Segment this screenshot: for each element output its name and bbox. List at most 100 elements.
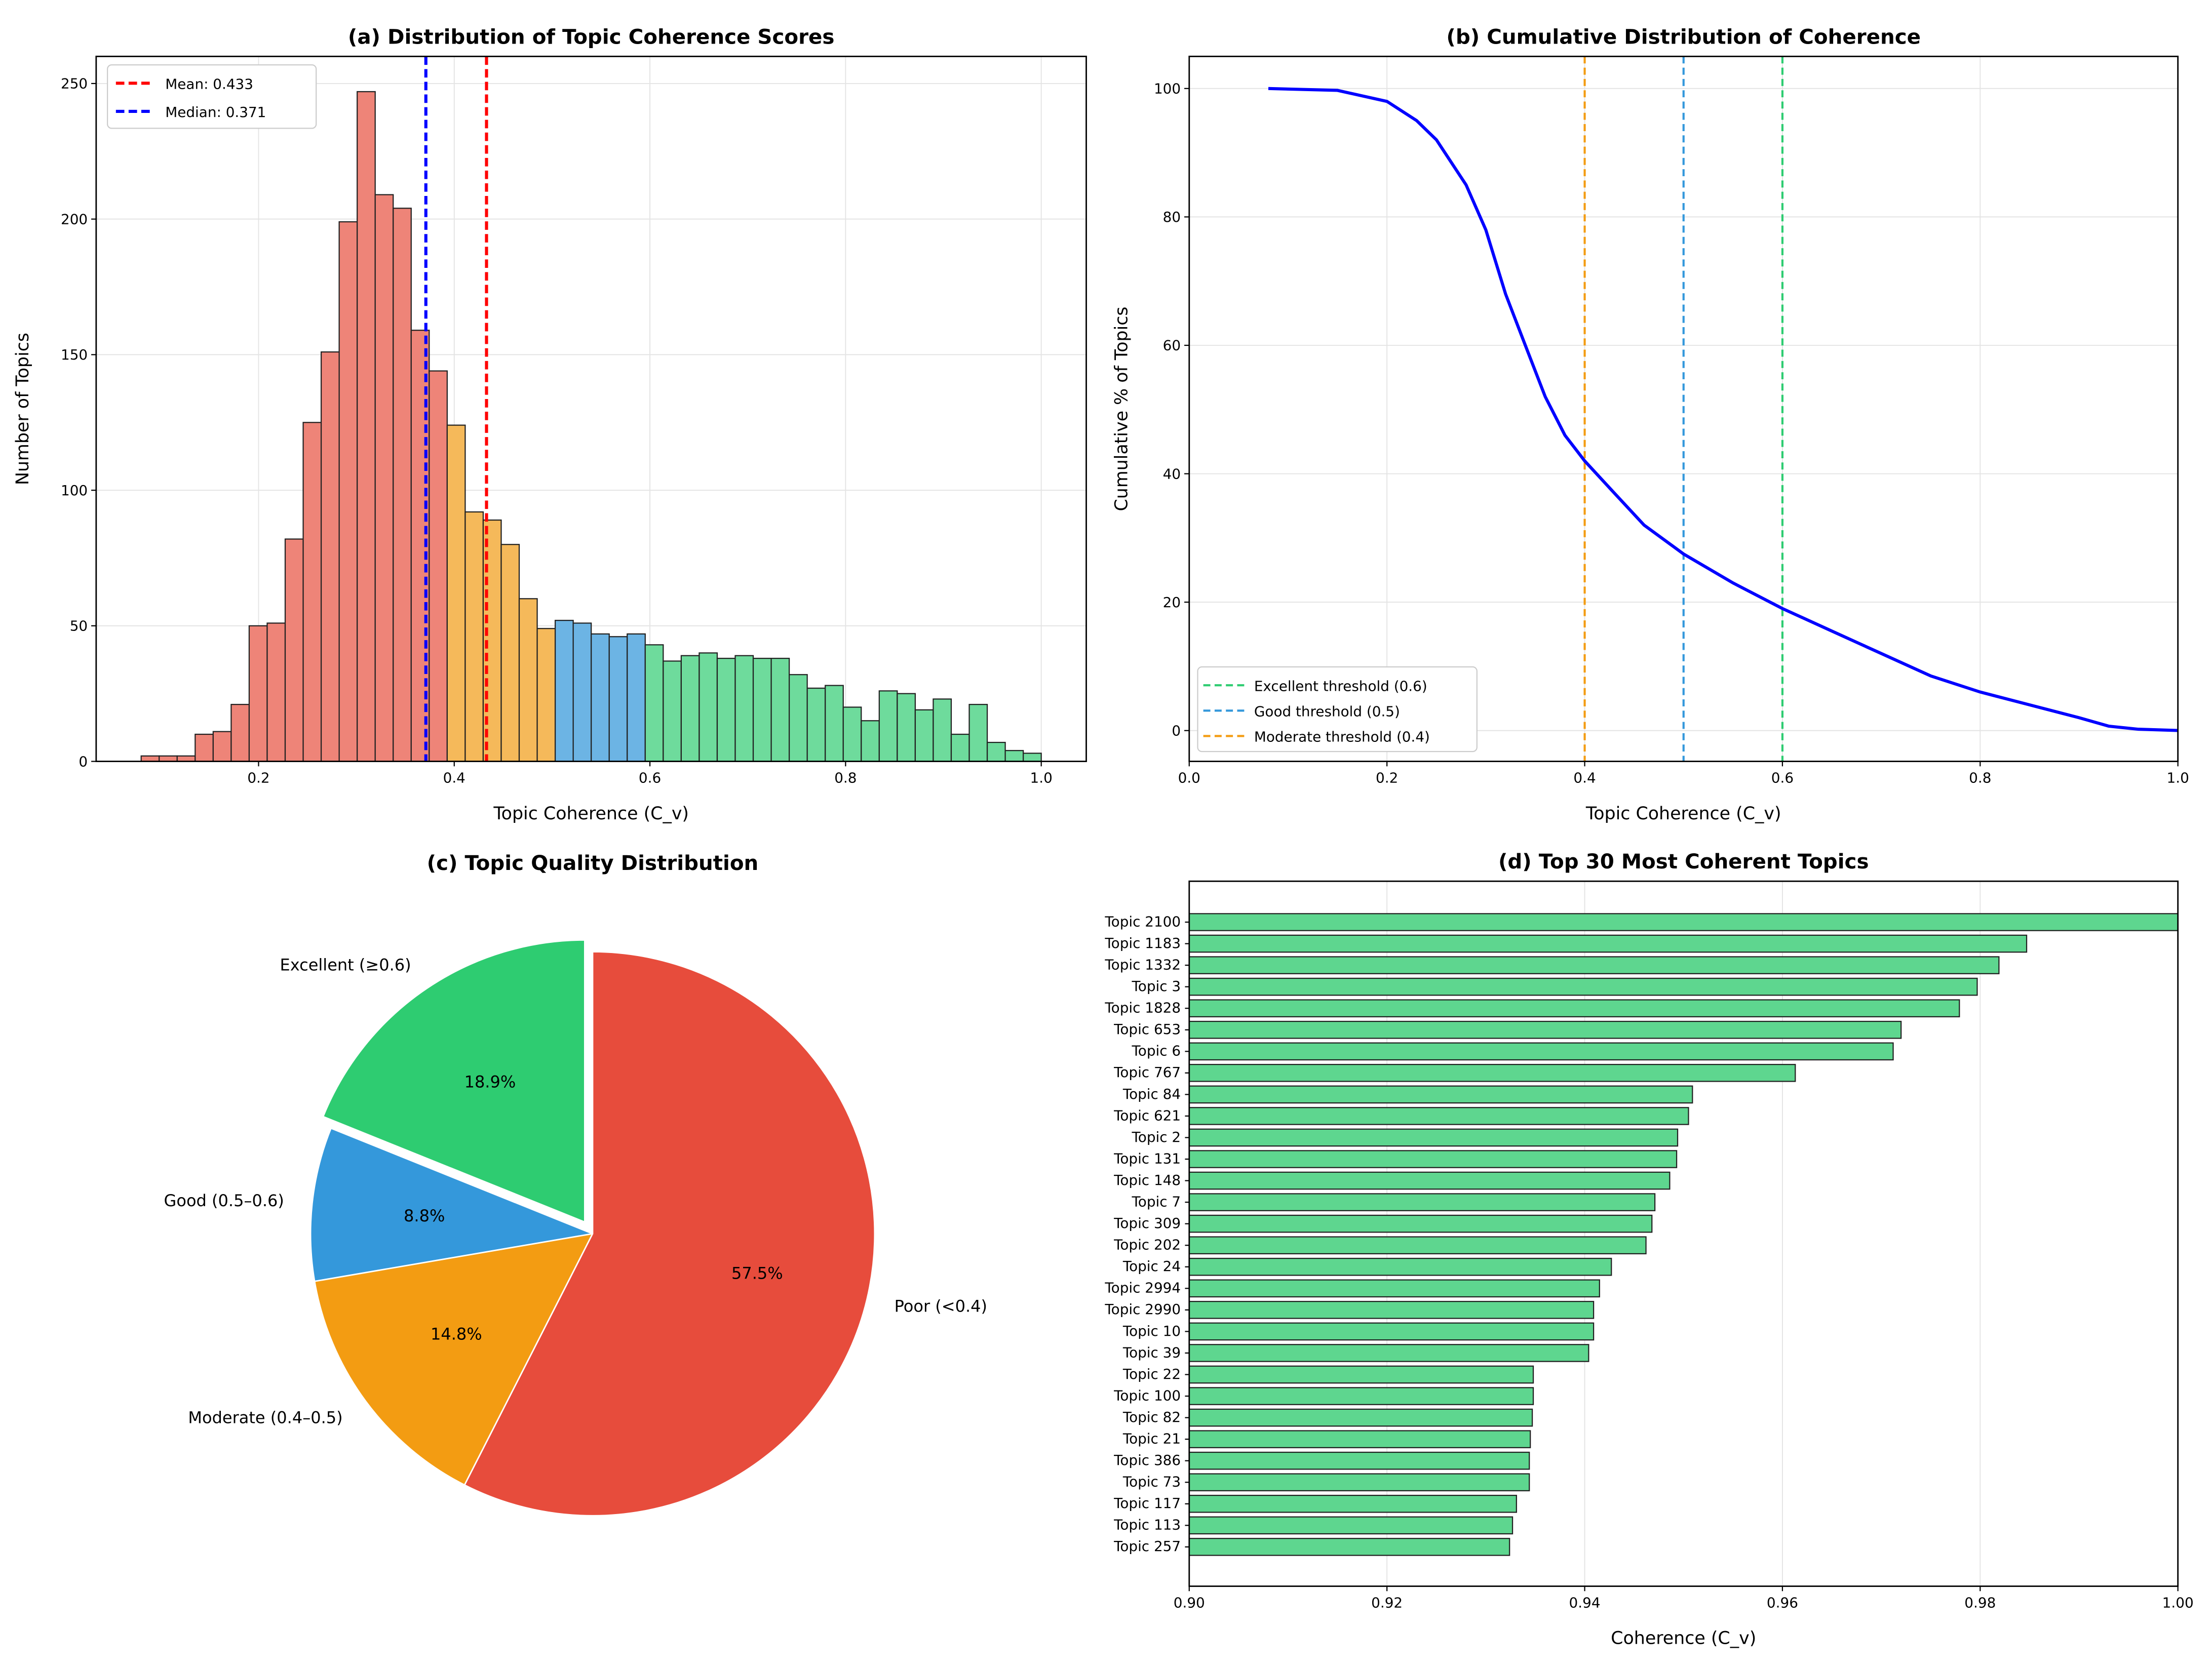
coherence-bar [1188,1214,1653,1233]
histogram-bar [734,655,754,762]
pie-pct-label: 14.8% [431,1325,482,1344]
coherence-bar [1188,956,2000,974]
histogram-bar [968,704,988,762]
x-tick-label: 0.96 [1767,1594,1798,1611]
x-tick-label: 0.90 [1174,1594,1205,1611]
histogram-bar [950,733,970,762]
y-tick-label: 100 [61,482,88,499]
coherence-bar [1188,1085,1693,1104]
histogram-bar [914,709,934,762]
y-axis-label: Number of Topics [13,333,33,485]
pie-slice [463,951,876,1517]
coherence-bar [1188,1430,1531,1448]
topic-label: Topic 1828 [1104,1000,1181,1016]
histogram-bar [878,690,898,762]
histogram-bar [861,720,880,762]
topic-label: Topic 22 [1122,1366,1181,1382]
histogram-bar [140,755,160,762]
x-tick-label: 1.0 [2167,769,2189,786]
pie-category-label: Excellent (≥0.6) [280,956,411,975]
x-tick-label: 0.8 [834,769,857,786]
pie-panel: (c) Topic Quality Distribution 18.9% Excel… [164,851,987,1517]
pie-slice [309,1127,596,1283]
coherence-bar [1188,1236,1647,1255]
histogram-bar [500,544,520,762]
y-tick-label: 0 [79,753,88,770]
topic-label: Topic 2100 [1104,913,1181,930]
coherence-bar [1188,1365,1534,1384]
histogram-bar [788,674,808,762]
coherence-bar [1188,1042,1894,1061]
x-tick-label: 1.0 [1030,769,1053,786]
coherence-bar [1188,1128,1679,1147]
pie-pct-label: 18.9% [464,1073,516,1092]
pie-category-label: Poor (<0.4) [895,1297,987,1316]
x-tick-label: 0.98 [1964,1594,1996,1611]
y-tick-label: 80 [1163,209,1181,225]
histogram-bar [608,636,628,762]
topic-label: Topic 24 [1122,1258,1181,1275]
pie-pct-label: 57.5% [731,1264,783,1283]
y-axis-label: Cumulative % of Topics [1111,306,1132,511]
histogram-bar [986,742,1006,762]
coherence-bar [1188,1150,1678,1168]
coherence-bar [1188,1064,1796,1082]
y-tick-label: 40 [1163,465,1181,482]
histogram-bar [176,755,196,762]
x-tick-label: 0.2 [1376,769,1398,786]
topic-label: Topic 73 [1122,1474,1181,1490]
axes-frame [95,55,1087,762]
legend-label: Moderate threshold (0.4) [1254,729,1430,745]
topic-label: Topic 10 [1122,1323,1181,1339]
chart-title: (d) Top 30 Most Coherent Topics [1498,850,1869,873]
legend-label: Mean: 0.433 [165,75,253,92]
histogram-bar [266,622,286,762]
coherence-bar [1188,1020,1902,1039]
x-axis-label: Coherence (C_v) [1611,1629,1756,1649]
histogram-bar [698,652,718,762]
coherence-bar [1188,1494,1517,1513]
coherence-bar [1188,1301,1595,1319]
coherence-bar [1188,1193,1656,1211]
topic-label: Topic 2990 [1104,1301,1181,1318]
chart-title: (c) Topic Quality Distribution [427,851,759,875]
cdf-line [1268,87,2178,732]
y-tick-label: 50 [70,618,88,634]
histogram-bar [393,208,412,762]
histogram-bar [770,658,790,762]
histogram-bar [374,194,394,762]
histogram-bar [806,687,826,762]
histogram-bar [446,424,466,762]
coherence-bar [1188,934,2028,953]
histogram-bar [933,698,952,762]
histogram-bar [302,422,322,762]
topic-label: Topic 113 [1113,1517,1181,1533]
coherence-bar [1188,913,2179,931]
histogram-bar [572,622,592,762]
topic-label: Topic 767 [1113,1064,1181,1081]
x-tick-label: 0.94 [1569,1594,1601,1611]
pie-slice [322,939,586,1223]
legend-label: Excellent threshold (0.6) [1254,678,1427,694]
legend: Excellent threshold (0.6) Good threshold … [1197,666,1478,752]
topic-label: Topic 2 [1132,1129,1181,1145]
coherence-bar [1188,1473,1530,1492]
topic-label: Topic 82 [1122,1409,1181,1425]
x-axis-label: Topic Coherence (C_v) [1585,804,1781,824]
coherence-bar [1188,1451,1530,1470]
y-tick-label: 150 [61,346,88,363]
histogram-bar [320,351,340,762]
x-tick-label: 0.0 [1178,769,1200,786]
histogram-bar [195,733,214,762]
x-tick-label: 0.4 [443,769,465,786]
histogram-bar [1023,752,1042,762]
coherence-bar [1188,1344,1589,1362]
histogram-bar [644,644,664,762]
coherence-bar [1188,1107,1689,1125]
y-tick-label: 250 [61,75,88,92]
topic-label: Topic 3 [1132,978,1181,995]
coherence-bar [1188,1279,1600,1298]
coherence-bar [1188,1538,1510,1556]
pie-pct-label: 8.8% [404,1206,445,1225]
histogram-bar [663,660,682,762]
